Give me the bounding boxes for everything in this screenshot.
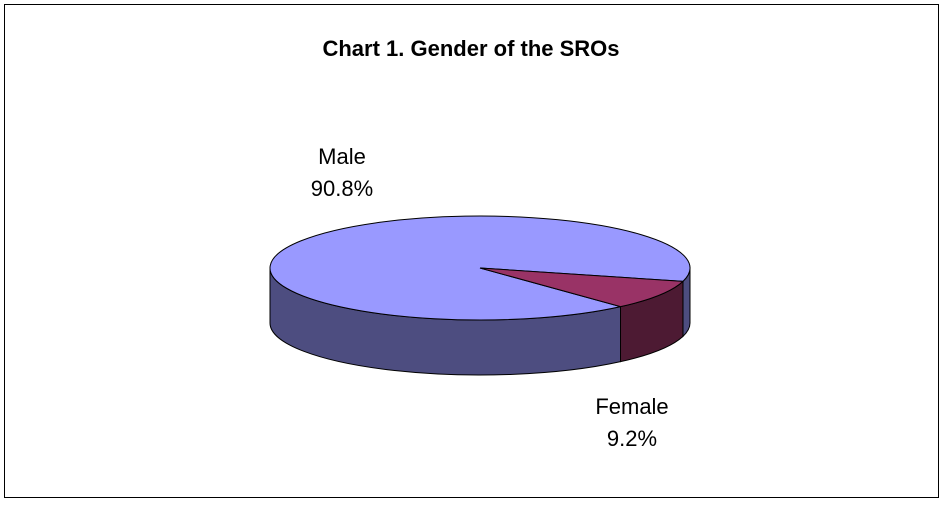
- chart-title: Chart 1. Gender of the SROs: [322, 36, 619, 61]
- slice-top: [479, 267, 685, 308]
- slice-label: Male: [318, 144, 366, 169]
- slice-value-label: 9.2%: [607, 426, 657, 451]
- slice-label: Female: [595, 394, 668, 419]
- slice-value-label: 90.8%: [311, 176, 373, 201]
